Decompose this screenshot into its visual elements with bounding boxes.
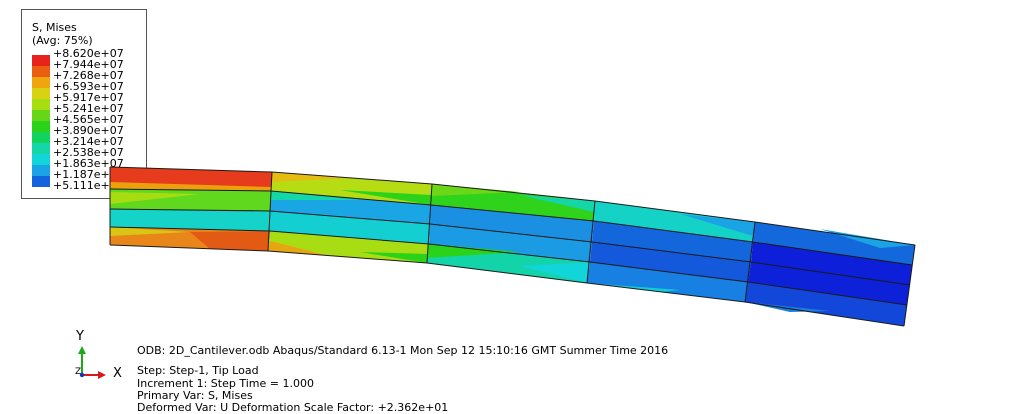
legend-title: S, Mises (32, 21, 77, 34)
legend-color-band (32, 121, 50, 132)
mesh-element (270, 211, 430, 244)
mesh-shade (431, 184, 520, 196)
legend-level-label: +7.268e+07 (53, 69, 124, 82)
legend-level-label: +3.890e+07 (53, 124, 124, 137)
legend-level-label: +4.565e+07 (53, 113, 124, 126)
legend-color-band (32, 165, 50, 176)
mesh-element (430, 205, 594, 242)
z-axis-label: Z (75, 367, 82, 377)
mesh-shade (520, 195, 595, 212)
legend-level-label: +6.593e+07 (53, 80, 124, 93)
legend-color-band (32, 110, 50, 121)
mesh-shade (110, 182, 272, 191)
legend-level-label: +1.863e+07 (53, 157, 124, 170)
mesh-element (110, 209, 270, 231)
mesh-element (748, 262, 910, 305)
y-axis-arrow-icon (78, 346, 86, 354)
legend-color-band (32, 132, 50, 143)
mesh-shade (427, 244, 520, 258)
legend-labels: +8.620e+07 +7.944e+07 +7.268e+07 +6.593e+07… (53, 48, 124, 191)
legend-level-label: +5.241e+07 (53, 102, 124, 115)
mesh-element (594, 201, 755, 242)
legend-level-label: +8.620e+07 (53, 47, 124, 60)
mesh-shade (680, 214, 755, 236)
mesh-element (590, 242, 751, 282)
mesh-shade (110, 192, 200, 204)
legend-level-label: +5.111e+06 (53, 179, 124, 192)
legend-color-band (32, 99, 50, 110)
legend-panel: S, Mises (Avg: 75%) +8.620e+07 +7.944e+07… (21, 9, 147, 199)
mesh-shade (272, 172, 350, 182)
mesh-element (429, 224, 592, 262)
legend-color-band (32, 77, 50, 88)
mesh-shade (520, 262, 590, 283)
x-axis-arrow-icon (98, 371, 106, 379)
primary-var-line: Primary Var: S, Mises (137, 389, 253, 402)
legend-level-label: +5.917e+07 (53, 91, 124, 104)
mesh-shade (190, 231, 270, 251)
mesh-element (753, 222, 915, 265)
mesh-element (587, 262, 748, 302)
mesh-shade (587, 283, 680, 292)
legend-color-band (32, 154, 50, 165)
step-info-line: Step: Step-1, Tip Load (137, 364, 259, 377)
legend-level-label: +7.944e+07 (53, 58, 124, 71)
deformed-var-line: Deformed Var: U Deformation Scale Factor… (137, 401, 449, 414)
legend-level-label: +3.214e+07 (53, 135, 124, 148)
x-axis-label: X (113, 366, 122, 381)
y-axis-label: Y (76, 329, 84, 344)
legend-level-label: +2.538e+07 (53, 146, 124, 159)
legend-level-label: +1.187e+07 (53, 168, 124, 181)
legend-color-band (32, 143, 50, 154)
mesh-element (592, 221, 753, 262)
mesh-element (745, 282, 907, 326)
legend-color-band (32, 176, 50, 187)
mesh-shade (745, 302, 830, 312)
odb-info-line: ODB: 2D_Cantilever.odb Abaqus/Standard 6… (137, 344, 669, 357)
increment-info-line: Increment 1: Step Time = 1.000 (137, 377, 314, 390)
coordinate-triad: Y Z X (70, 328, 130, 388)
legend-subtitle: (Avg: 75%) (32, 34, 93, 47)
deformed-mesh[interactable] (109, 166, 916, 327)
legend-color-band (32, 55, 50, 66)
z-axis-dot-icon (79, 372, 85, 378)
legend-color-band (32, 88, 50, 99)
legend-color-bar (32, 55, 50, 187)
mesh-shade (340, 190, 431, 205)
mesh-shade (110, 227, 190, 236)
mesh-element (751, 242, 912, 285)
mesh-shade (360, 252, 429, 263)
legend-color-band (32, 66, 50, 77)
